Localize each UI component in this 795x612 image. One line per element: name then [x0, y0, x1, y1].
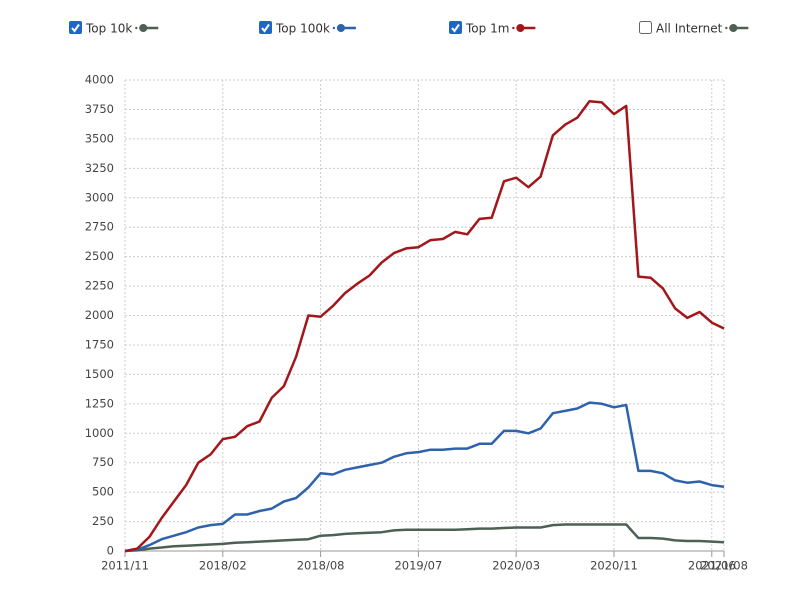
y-tick-label: 3000	[85, 190, 114, 204]
checkmark	[451, 23, 460, 33]
y-tick-label: 2500	[85, 249, 114, 263]
x-tick-label: 2011/11	[101, 559, 149, 573]
y-tick-label: 750	[92, 455, 114, 469]
checkmark	[71, 23, 80, 33]
legend-item[interactable]: Top 10k	[69, 21, 159, 36]
legend-item[interactable]: Top 1m	[449, 21, 536, 36]
legend-marker	[139, 24, 148, 32]
y-tick-label: 2750	[85, 220, 114, 234]
legend-dot	[725, 26, 728, 30]
y-tick-label: 1250	[85, 396, 114, 410]
y-tick-label: 1500	[85, 367, 114, 381]
legend-label[interactable]: All Internet	[656, 22, 723, 36]
axes: 0 250 500 750 1000 1250 1500 1750 2000 2250 2500 27…	[85, 73, 748, 573]
y-tick-label: 0	[107, 544, 114, 558]
y-tick-label: 1750	[85, 337, 114, 351]
legend-marker	[336, 24, 345, 32]
legend-label[interactable]: Top 10k	[85, 22, 132, 36]
x-tick-label: 2020/03	[492, 559, 540, 573]
y-tick-label: 3250	[85, 161, 114, 175]
y-tick-label: 1000	[85, 426, 114, 440]
x-tick-label: 2021/06	[688, 559, 736, 573]
legend-dot	[512, 26, 515, 30]
y-tick-label: 4000	[85, 73, 114, 87]
legend-label[interactable]: Top 100k	[275, 22, 330, 36]
series-line	[124, 401, 725, 553]
legend-marker	[729, 24, 738, 32]
legend-label[interactable]: Top 1m	[465, 22, 509, 36]
legend-item[interactable]: Top 100k	[259, 21, 356, 36]
y-tick-label: 500	[92, 485, 114, 499]
x-tick-label: 2018/08	[297, 559, 345, 573]
y-tick-label: 3500	[85, 131, 114, 145]
legend-item[interactable]: All Internet	[639, 21, 749, 36]
y-tick-label: 250	[92, 514, 114, 528]
y-tick-label: 2000	[85, 308, 114, 322]
checkmark	[261, 23, 270, 33]
checkbox[interactable]	[259, 21, 272, 34]
checkbox[interactable]	[69, 21, 82, 34]
y-tick-label: 3750	[85, 102, 114, 116]
legend-dot	[135, 26, 138, 30]
legend-dot	[332, 26, 336, 30]
x-tick-label: 2021/08	[700, 559, 748, 573]
y-tick-label: 2250	[85, 279, 114, 293]
legend-marker	[516, 24, 525, 32]
series-line	[124, 99, 725, 553]
x-tick-label: 2020/11	[590, 559, 638, 573]
x-tick-label: 2018/02	[199, 559, 247, 573]
checkbox[interactable]	[639, 21, 652, 34]
checkbox[interactable]	[449, 21, 462, 34]
x-tick-label: 2019/07	[394, 559, 442, 573]
series-line	[124, 523, 725, 553]
